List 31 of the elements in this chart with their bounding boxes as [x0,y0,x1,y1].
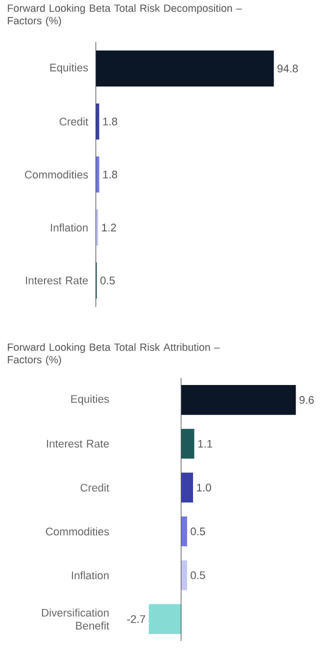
y-tick-label: Diversification Benefit [42,608,110,630]
data-label: -2.7 [127,615,146,623]
y-tick-label: Interest Rate [47,440,109,448]
data-label: 1.8 [103,170,118,178]
data-label: 94.8 [278,64,298,72]
y-tick-label: Inflation [72,571,109,580]
y-tick-label: Equities [71,394,109,406]
bar [96,50,274,87]
bar [181,428,194,459]
data-label: 0.5 [190,528,206,536]
data-label: 9.6 [300,396,314,404]
bar [181,385,296,415]
y-tick-label: Credit [60,117,88,126]
chart-title: Forward Looking Beta Total Risk Attribution – Factors (%) [8,343,220,366]
bar [181,472,194,502]
y-tick-label: Credit [80,484,110,492]
bar [181,560,188,590]
data-label: 0.5 [190,571,206,580]
y-tick-label: Commodities [46,527,109,536]
y-tick-label: Inflation [51,223,88,232]
data-label: 1.1 [198,440,212,448]
y-tick-label: Interest Rate [26,276,88,284]
bar [181,516,188,546]
chart-title: Forward Looking Beta Total Risk Decomposition – Factors (%) [8,4,242,26]
data-label: 1.0 [197,484,212,492]
y-tick-label: Commodities [25,170,88,179]
data-label: 1.8 [103,118,118,126]
y-tick-label: Equities [50,63,88,74]
data-label: 0.5 [100,276,115,284]
bar [148,604,182,634]
data-label: 1.2 [102,224,116,232]
